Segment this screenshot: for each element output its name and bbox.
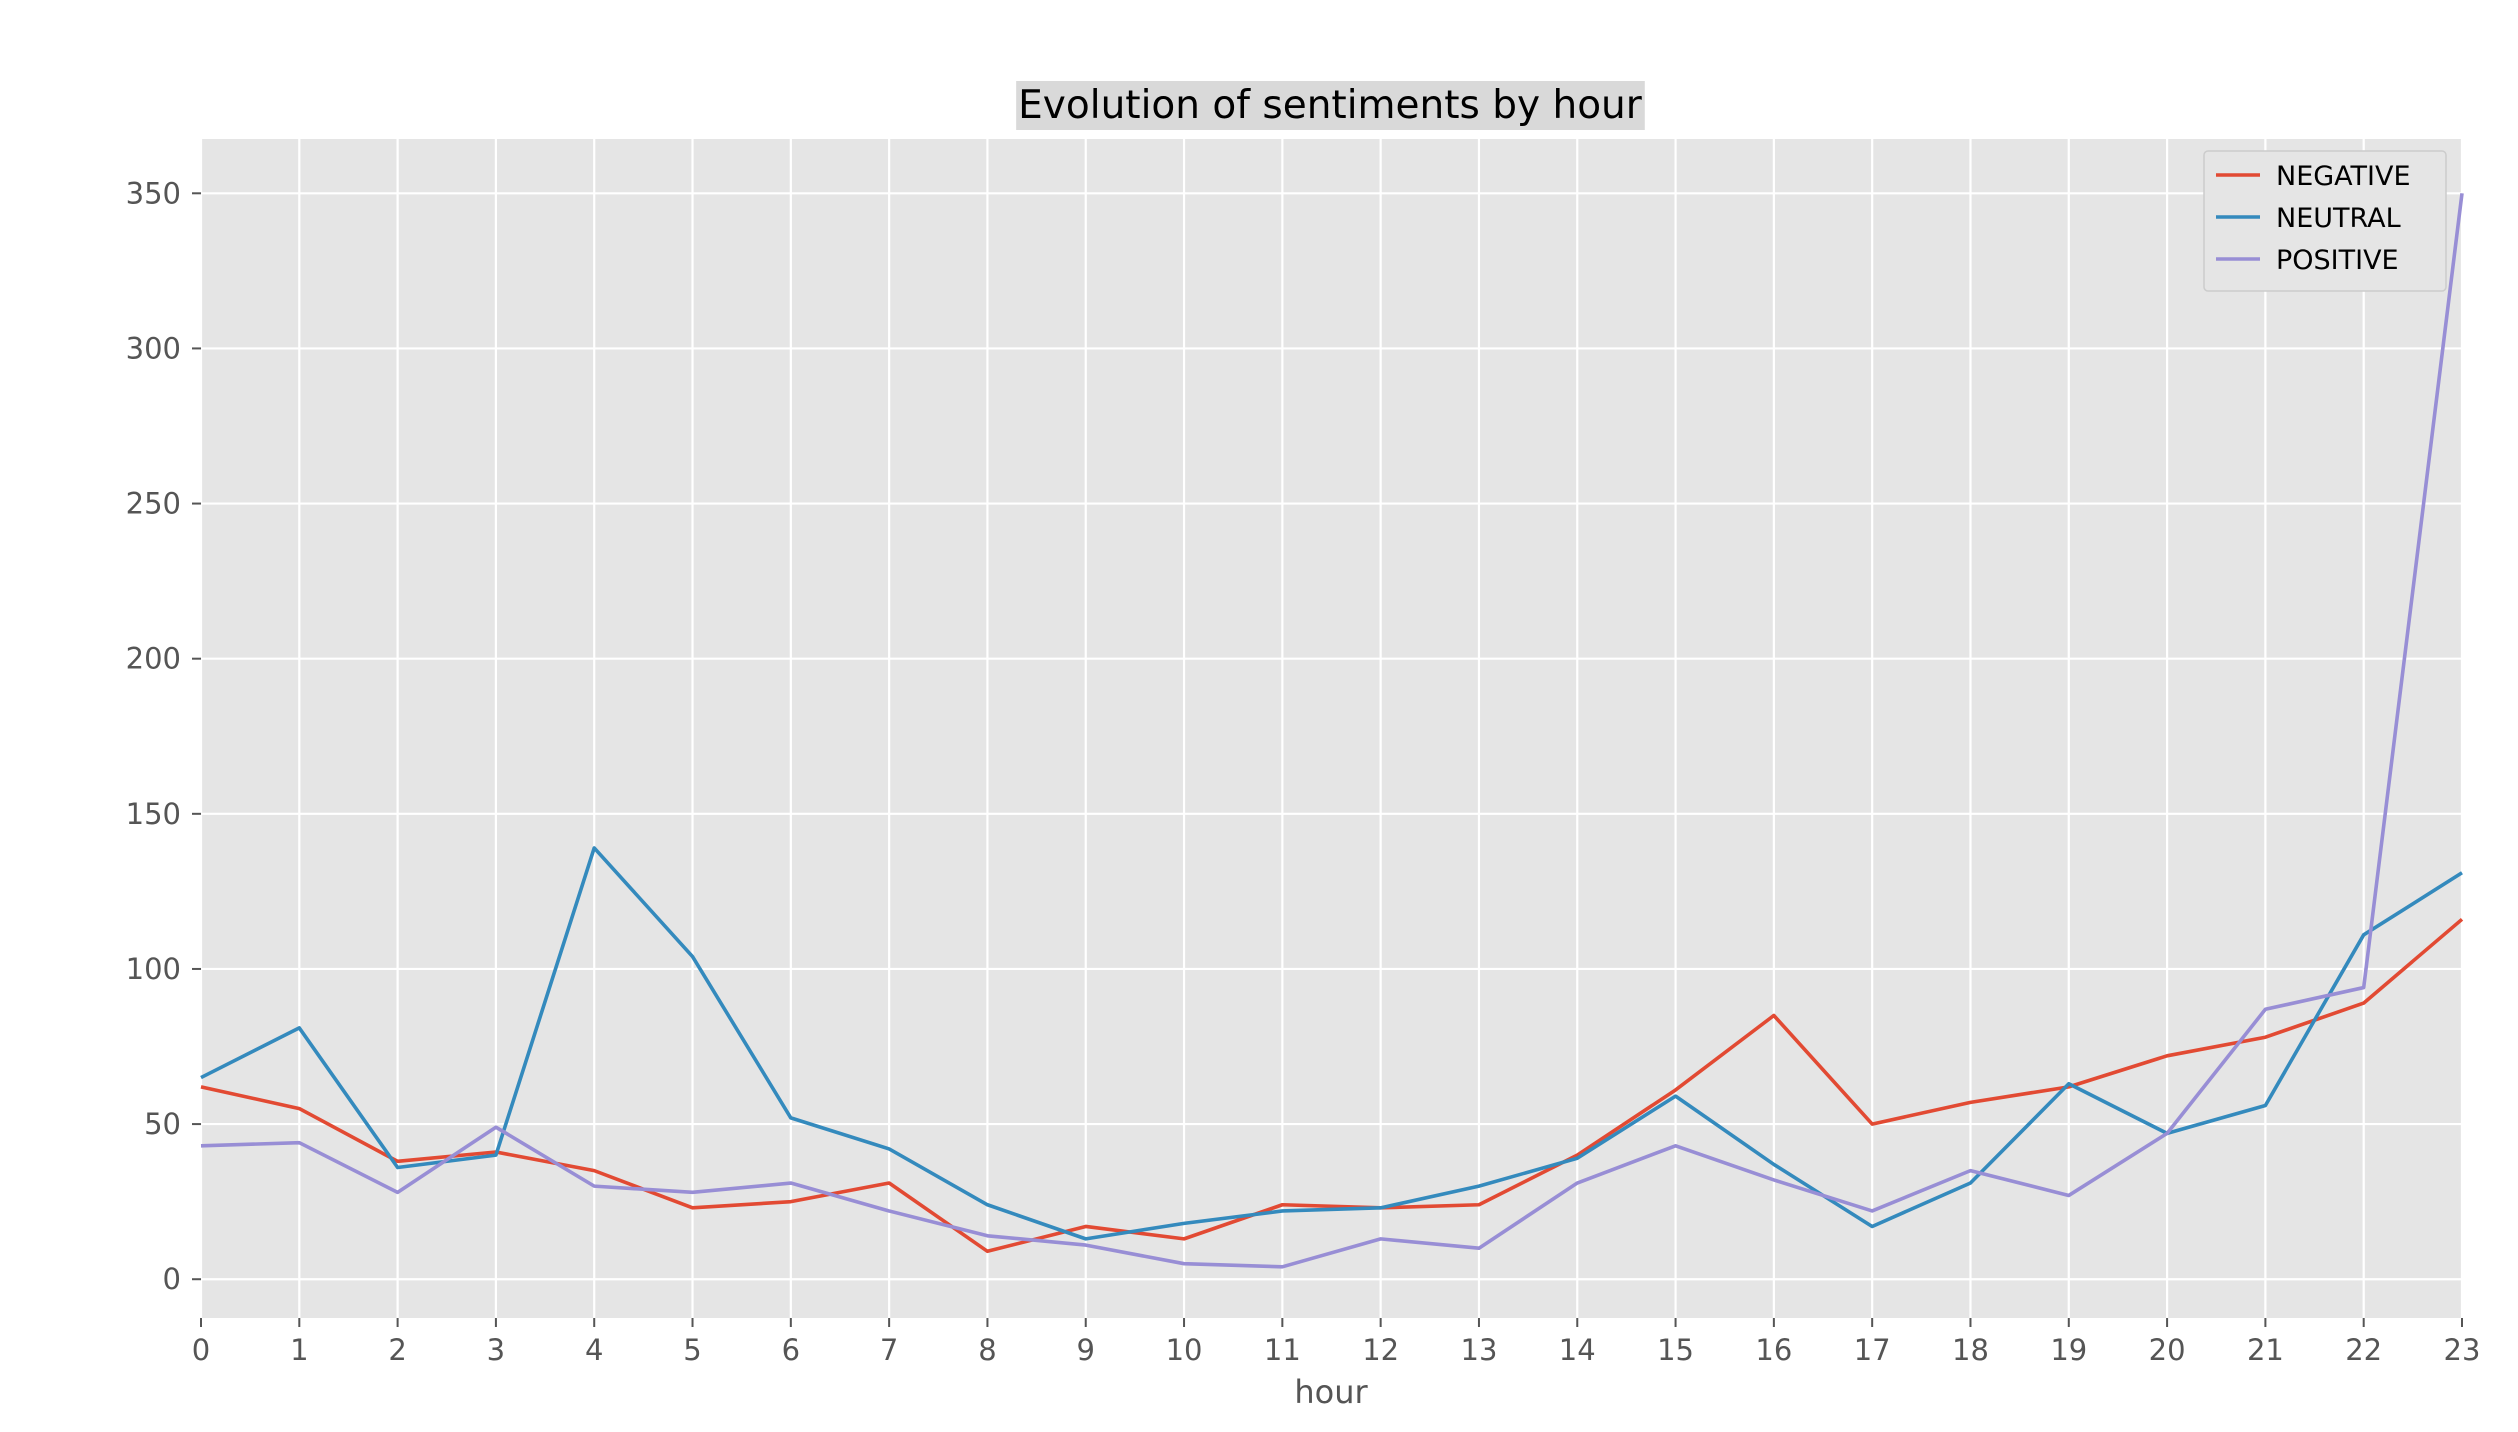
legend: NEGATIVE NEUTRAL POSITIVE	[2203, 150, 2447, 292]
x-tick-label: 1	[290, 1333, 308, 1367]
x-tick-label: 10	[1166, 1333, 1203, 1367]
legend-box	[2203, 150, 2447, 292]
legend-label: POSITIVE	[2276, 245, 2399, 276]
x-tick-label: 5	[683, 1333, 701, 1367]
chart-title: Evolution of sentiments by hour	[1018, 83, 1643, 128]
series-lines	[200, 193, 2464, 1269]
x-tick-label: 17	[1854, 1333, 1891, 1367]
x-tick-label: 0	[192, 1333, 210, 1367]
x-tick-label: 23	[2444, 1333, 2481, 1367]
x-tick-label: 2	[388, 1333, 406, 1367]
x-tick-label: 13	[1461, 1333, 1498, 1367]
y-tick-label: 350	[126, 176, 181, 210]
x-tick-label: 22	[2345, 1333, 2382, 1367]
x-tick-label: 15	[1657, 1333, 1694, 1367]
y-tick-label: 150	[126, 797, 181, 831]
x-tick-label: 9	[1077, 1333, 1095, 1367]
x-tick-label: 14	[1559, 1333, 1596, 1367]
y-axis-ticks: 0 50 100 150 200 250 300 350	[126, 176, 201, 1296]
x-tick-label: 3	[487, 1333, 505, 1367]
x-tick-label: 11	[1264, 1333, 1301, 1367]
legend-label: NEGATIVE	[2276, 161, 2411, 192]
chart-title-background	[1016, 81, 1645, 130]
y-tick-label: 250	[126, 487, 181, 521]
x-tick-label: 19	[2050, 1333, 2087, 1367]
y-tick-label: 100	[126, 952, 181, 986]
series-line-positive	[200, 193, 2464, 1269]
y-tick-label: 300	[126, 331, 181, 365]
series-line-negative	[200, 917, 2464, 1254]
y-tick-label: 0	[163, 1262, 181, 1296]
plot-area	[201, 139, 2462, 1318]
y-tick-label: 50	[144, 1107, 181, 1141]
grid	[199, 139, 2464, 1318]
x-tick-label: 6	[782, 1333, 800, 1367]
y-tick-label: 200	[126, 642, 181, 676]
legend-label: NEUTRAL	[2276, 203, 2401, 234]
x-tick-label: 7	[880, 1333, 898, 1367]
x-tick-label: 21	[2247, 1333, 2284, 1367]
x-tick-label: 4	[585, 1333, 603, 1367]
x-tick-label: 8	[978, 1333, 996, 1367]
x-tick-label: 20	[2149, 1333, 2186, 1367]
x-axis-ticks: 0 1 2 3 4 5 6 7 8 9 10 11 12 13 14 15 16 17 18 19 20 21 22 23	[192, 1318, 2481, 1367]
x-tick-label: 12	[1362, 1333, 1399, 1367]
x-axis-label: hour	[1294, 1373, 1368, 1411]
series-line-neutral	[200, 846, 2463, 1241]
x-tick-label: 18	[1952, 1333, 1989, 1367]
x-tick-label: 16	[1755, 1333, 1792, 1367]
